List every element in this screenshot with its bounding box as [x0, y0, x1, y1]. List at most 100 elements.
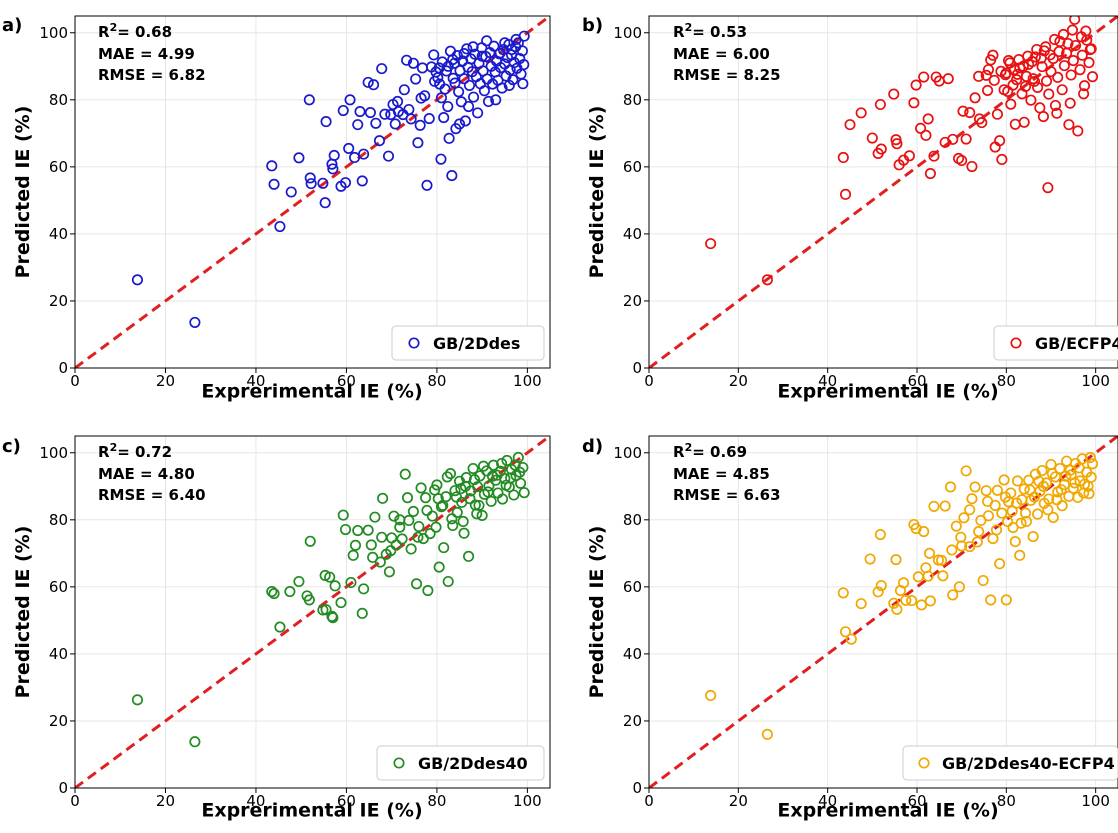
data-point — [304, 535, 316, 547]
data-point — [947, 589, 959, 601]
data-point — [382, 150, 395, 162]
data-point — [956, 154, 968, 167]
data-point — [1009, 118, 1021, 130]
x-tick-label: 80 — [997, 792, 1016, 810]
data-point — [485, 495, 497, 507]
data-point — [317, 177, 329, 189]
data-point — [855, 107, 867, 119]
data-point — [424, 528, 436, 540]
data-point — [1074, 64, 1086, 76]
data-point — [376, 531, 388, 543]
data-point — [358, 583, 370, 595]
data-point — [1036, 61, 1048, 73]
data-point — [1042, 504, 1054, 516]
data-point — [918, 71, 930, 83]
x-tick-label: 0 — [70, 792, 80, 810]
data-point — [920, 129, 932, 141]
data-point — [982, 510, 995, 522]
data-point — [994, 558, 1006, 570]
legend-label: GB/2Ddes40 — [418, 754, 528, 773]
data-point — [354, 105, 366, 118]
data-point — [1011, 475, 1024, 487]
data-point — [516, 45, 528, 57]
data-point — [958, 512, 970, 524]
data-point — [412, 531, 424, 543]
data-point — [837, 151, 849, 164]
data-point — [1046, 467, 1058, 480]
data-point — [450, 491, 462, 503]
data-point — [464, 493, 476, 505]
data-point — [1002, 85, 1014, 97]
axis-ticks: 0 20 40 60 80 100 0 20 40 60 80 100 — [39, 24, 541, 390]
data-point — [1086, 71, 1099, 83]
data-point — [339, 177, 352, 189]
data-point — [491, 469, 503, 481]
data-point — [320, 116, 332, 128]
data-point — [358, 148, 370, 160]
data-point — [343, 142, 355, 154]
y-axis-label: Predicted IE (%) — [12, 106, 34, 279]
plot-frame — [74, 435, 551, 789]
plot-frame — [648, 435, 1118, 789]
x-tick-label: 60 — [337, 792, 356, 810]
data-point — [327, 163, 339, 175]
data-point — [444, 467, 457, 480]
scatter-points — [705, 16, 1099, 286]
data-point — [344, 94, 356, 106]
y-tick-label: 40 — [49, 225, 68, 243]
data-point — [1018, 116, 1030, 128]
data-point — [1069, 16, 1081, 25]
data-point — [1049, 471, 1062, 483]
y-axis-label: Predicted IE (%) — [586, 526, 608, 699]
data-point — [839, 188, 852, 200]
y-tick-label: 20 — [623, 292, 642, 310]
y-tick-label: 80 — [623, 91, 642, 109]
x-tick-label: 40 — [246, 372, 265, 390]
data-point — [1082, 480, 1094, 492]
data-point — [345, 576, 357, 589]
data-point — [447, 519, 459, 532]
data-point — [1075, 31, 1087, 43]
mae-label: MAE = 6.00 — [673, 45, 770, 63]
data-point — [872, 586, 884, 598]
stats-box: R2= 0.69 MAE = 4.85 RMSE = 6.63 — [673, 441, 781, 504]
data-point — [1005, 98, 1017, 110]
data-point — [1076, 49, 1088, 61]
x-tick-label: 60 — [907, 372, 926, 390]
data-point — [910, 79, 922, 91]
data-point — [969, 92, 981, 104]
data-point — [705, 689, 717, 702]
data-point — [478, 85, 490, 97]
data-point — [446, 513, 458, 525]
data-point — [389, 118, 401, 130]
reference-line — [649, 16, 1118, 368]
data-point — [352, 524, 364, 537]
data-point — [508, 489, 520, 501]
data-point — [950, 520, 962, 532]
data-point — [189, 316, 201, 328]
data-point — [268, 588, 280, 600]
y-tick-label: 40 — [623, 225, 642, 243]
r-squared-label: R2= 0.72 — [98, 441, 172, 461]
data-point — [947, 133, 959, 145]
data-point — [898, 577, 910, 589]
data-point — [1078, 80, 1091, 92]
r-squared-label: R2= 0.68 — [98, 21, 172, 41]
legend-box — [993, 325, 1118, 361]
data-point — [472, 107, 484, 119]
data-point — [501, 454, 513, 467]
data-point — [463, 100, 475, 113]
mae-label: MAE = 4.80 — [98, 465, 195, 483]
data-point — [131, 694, 143, 706]
data-point — [376, 63, 388, 75]
data-point — [420, 492, 432, 504]
data-point — [924, 595, 936, 607]
data-point — [410, 578, 423, 590]
data-point — [401, 54, 413, 66]
data-point — [467, 91, 480, 103]
x-axis-label: Exprerimental IE (%) — [777, 800, 998, 822]
data-point — [383, 566, 395, 578]
data-point — [994, 135, 1006, 147]
data-point — [1049, 99, 1062, 112]
data-point — [303, 594, 315, 606]
